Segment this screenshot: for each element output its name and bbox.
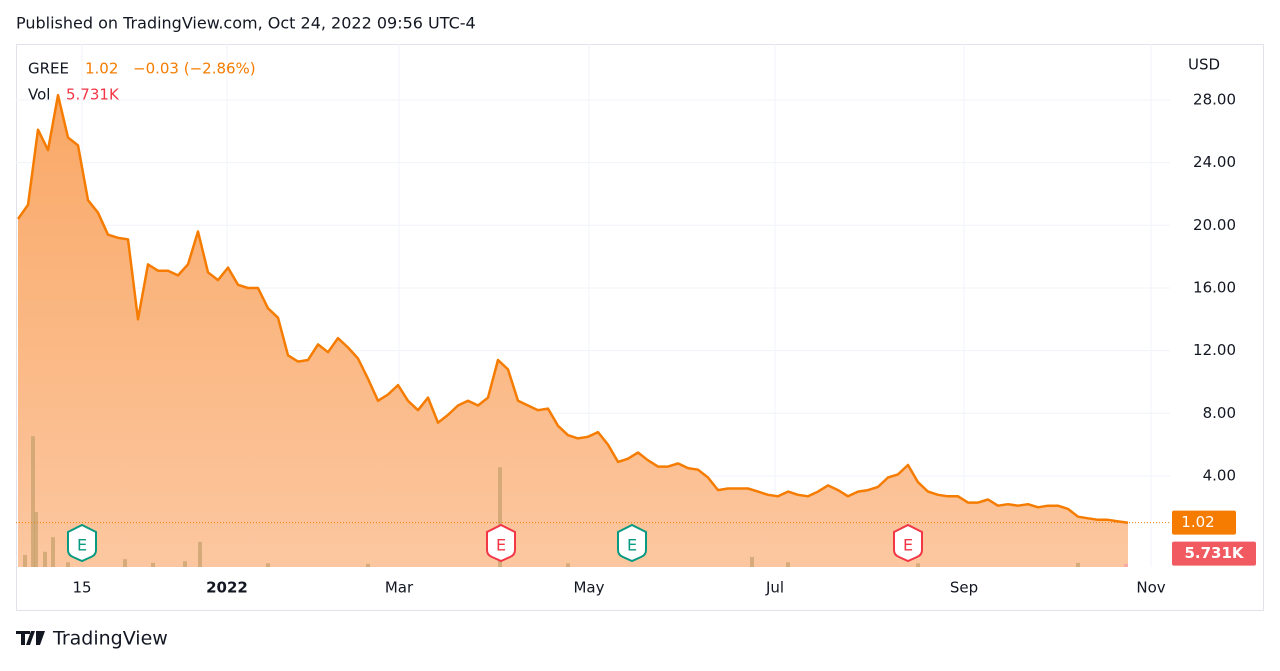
x-tick-label: Sep <box>950 579 978 597</box>
earnings-label: E <box>77 536 87 555</box>
last-volume-box <box>1172 541 1256 566</box>
volume-bar <box>43 551 47 567</box>
x-tick-label: 2022 <box>206 579 248 597</box>
x-tick-label: 15 <box>72 579 91 597</box>
volume-bar <box>266 563 270 567</box>
x-tick-label: Nov <box>1136 579 1165 597</box>
volume-bar <box>34 512 38 567</box>
last-price: 1.02 <box>85 60 118 78</box>
volume-label: Vol <box>28 86 50 104</box>
brand-logo <box>16 631 45 645</box>
currency: USD <box>1188 56 1220 74</box>
last-price-box <box>1172 510 1236 535</box>
y-tick-label: 20.00 <box>1193 216 1236 234</box>
y-tick-label: 8.00 <box>1203 404 1236 422</box>
y-tick-label: 24.00 <box>1193 153 1236 171</box>
last-volume-tag: 5.731K <box>1184 544 1244 562</box>
last-volume: 5.731K <box>66 86 120 104</box>
y-tick-label: 12.00 <box>1193 341 1236 359</box>
volume-bar <box>916 563 920 567</box>
last-price-tag: 1.02 <box>1181 513 1214 531</box>
earnings-label: E <box>903 536 913 555</box>
volume-bar <box>750 557 754 567</box>
volume-bar <box>498 467 502 567</box>
price-line <box>16 93 1129 524</box>
price-area <box>18 95 1128 567</box>
volume-bar <box>151 562 155 567</box>
change: −0.03 (−2.86%) <box>133 60 256 78</box>
y-tick-label: 4.00 <box>1203 466 1236 484</box>
x-tick-label: Jul <box>765 579 784 597</box>
brand: TradingView <box>52 628 168 650</box>
published: Published on TradingView.com, Oct 24, 20… <box>16 14 476 33</box>
y-tick-label: 16.00 <box>1193 278 1236 296</box>
volume-bar <box>31 436 35 567</box>
volume-bar <box>1076 562 1080 567</box>
earnings-marker <box>486 523 516 563</box>
volume-bar <box>198 541 202 567</box>
earnings-label: E <box>496 536 506 555</box>
frame <box>16 44 1264 611</box>
volume-bar <box>51 537 55 567</box>
y-tick-label: 28.00 <box>1193 90 1236 108</box>
x-tick-label: May <box>573 579 604 597</box>
volume-bar <box>66 562 70 567</box>
volume-bar <box>566 563 570 567</box>
volume-bar <box>1124 564 1128 567</box>
volume-bar <box>183 561 187 567</box>
earnings-label: E <box>627 536 637 555</box>
volume-bar <box>123 559 127 567</box>
x-tick-label: Mar <box>385 579 414 597</box>
earnings-marker <box>617 523 647 563</box>
volume-bar <box>366 563 370 567</box>
volume-bar <box>786 562 790 567</box>
volume-bar <box>23 554 27 567</box>
earnings-marker <box>893 523 923 563</box>
symbol: GREE <box>28 60 69 78</box>
earnings-marker <box>67 523 97 563</box>
